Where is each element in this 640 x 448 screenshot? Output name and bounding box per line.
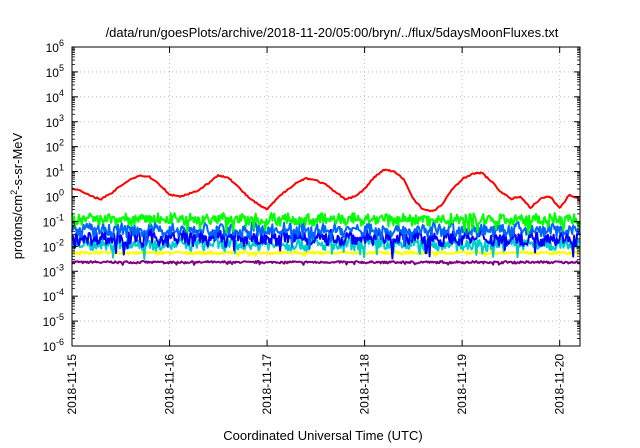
y-tick-base: 10 <box>43 290 57 304</box>
y-tick-base: 10 <box>46 141 60 155</box>
y-tick-base: 10 <box>43 340 57 354</box>
y-axis-title-sup: 2 <box>9 190 19 195</box>
series-line <box>71 227 581 260</box>
chart-title: /data/run/goesPlots/archive/2018-11-20/0… <box>106 25 559 40</box>
y-tick-label: 103 <box>46 113 64 130</box>
y-tick-base: 10 <box>46 116 60 130</box>
y-tick-label: 10-2 <box>43 237 64 254</box>
y-tick-label: 106 <box>46 38 64 55</box>
y-tick-exp: 2 <box>59 138 64 148</box>
y-tick-base: 10 <box>46 41 60 55</box>
y-tick-exp: -4 <box>56 287 64 297</box>
y-tick-exp: -2 <box>56 237 64 247</box>
y-tick-base: 10 <box>43 240 57 254</box>
y-tick-label: 10-1 <box>43 212 64 229</box>
y-tick-exp: 3 <box>59 113 64 123</box>
y-tick-label: 10-5 <box>43 312 64 329</box>
y-tick-label: 104 <box>46 88 64 105</box>
x-tick-label: 2018-11-17 <box>260 354 274 415</box>
x-tick-label: 2018-11-16 <box>163 354 177 415</box>
y-tick-exp: -5 <box>56 312 64 322</box>
y-tick-exp: 5 <box>59 63 64 73</box>
y-tick-base: 10 <box>46 91 60 105</box>
grid-lines <box>72 47 580 346</box>
y-axis-title: protons/cm2-s-sr-MeV <box>9 132 25 259</box>
series-line <box>71 250 581 258</box>
y-tick-label: 105 <box>46 63 64 80</box>
series-layer <box>71 168 581 266</box>
x-tick-label: 2018-11-15 <box>65 354 79 415</box>
series-line <box>71 260 581 266</box>
y-tick-label: 102 <box>46 138 64 155</box>
y-axis-title-rest: -s-sr-MeV <box>10 132 25 189</box>
y-tick-label: 10-3 <box>43 262 64 279</box>
y-tick-base: 10 <box>43 265 57 279</box>
x-tick-label: 2018-11-20 <box>553 354 567 415</box>
y-tick-exp: -6 <box>56 337 64 347</box>
series-line <box>71 221 581 250</box>
y-tick-base: 10 <box>46 191 60 205</box>
y-tick-label: 10-6 <box>43 337 64 354</box>
y-axis-title-base: protons/cm <box>10 195 25 259</box>
series-line <box>71 168 581 213</box>
y-tick-exp: -1 <box>56 212 64 222</box>
y-tick-label: 10-4 <box>43 287 64 304</box>
y-tick-base: 10 <box>43 215 57 229</box>
y-tick-exp: -3 <box>56 262 64 272</box>
y-axis: 10-610-510-410-310-210-11001011021031041… <box>43 38 580 354</box>
y-tick-base: 10 <box>43 315 57 329</box>
y-tick-label: 101 <box>46 163 64 180</box>
x-axis-title: Coordinated Universal Time (UTC) <box>223 428 422 443</box>
x-tick-label: 2018-11-19 <box>455 354 469 415</box>
x-axis: 2018-11-15 2018-11-16 2018-11-17 2018-11-18… <box>65 47 567 415</box>
x-tick-label: 2018-11-18 <box>358 354 372 415</box>
y-tick-exp: 0 <box>59 188 64 198</box>
y-tick-exp: 4 <box>59 88 64 98</box>
y-tick-base: 10 <box>46 166 60 180</box>
y-tick-base: 10 <box>46 66 60 80</box>
y-tick-exp: 6 <box>59 38 64 48</box>
y-tick-exp: 1 <box>59 163 64 173</box>
series-line <box>71 212 581 235</box>
y-tick-label: 100 <box>46 188 64 205</box>
